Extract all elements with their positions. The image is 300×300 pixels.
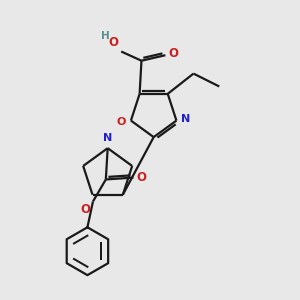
Text: O: O (80, 203, 90, 216)
Text: O: O (168, 47, 178, 60)
Text: O: O (109, 36, 118, 49)
Text: N: N (103, 133, 112, 142)
Text: N: N (181, 114, 190, 124)
Text: O: O (136, 171, 146, 184)
Text: H: H (101, 31, 110, 41)
Text: O: O (117, 117, 126, 128)
